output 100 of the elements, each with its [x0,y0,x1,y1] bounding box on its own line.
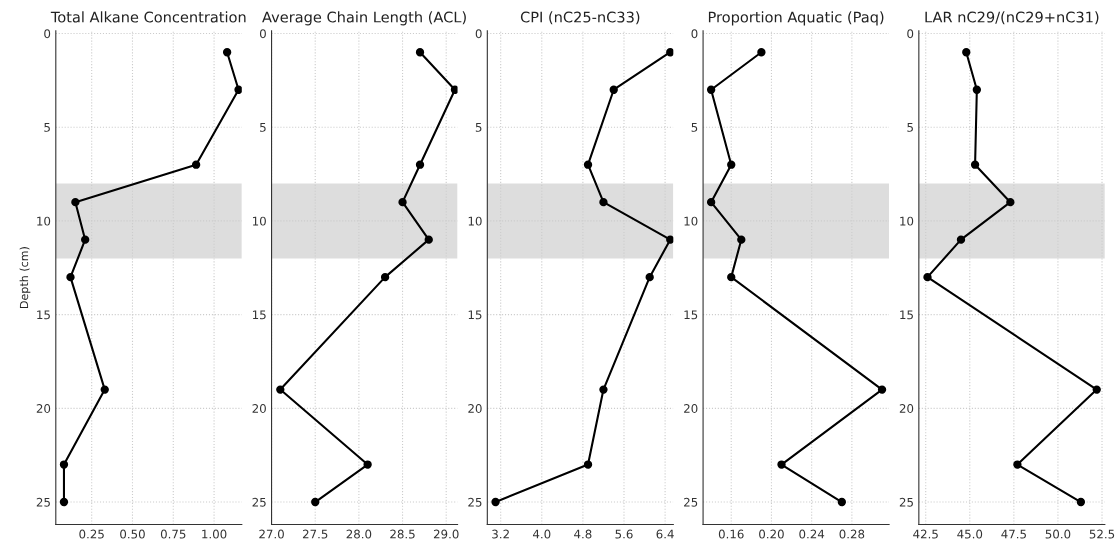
x-tick-label: 45.0 [957,529,983,539]
point [71,198,80,207]
point [837,497,846,507]
y-tick-label: 20 [252,404,266,413]
y-tick-label: 15 [684,310,698,320]
point [415,160,425,169]
y-tick-label: 5 [260,123,266,132]
point [424,235,433,244]
point [276,385,285,394]
y-tick-label: 10 [468,216,482,226]
point [737,235,746,244]
point [970,160,980,169]
y-tick-label: 25 [899,497,913,507]
y-tick-label: 20 [684,404,698,413]
point [59,460,69,469]
y-tick-label: 25 [468,497,482,507]
point [877,385,887,394]
point [398,198,407,207]
x-tick-label: 27.0 [259,529,284,539]
chart-title: Average Chain Length (ACL) [262,11,466,26]
x-tick-label: 0.25 [79,529,104,539]
y-tick-label: 5 [44,123,50,132]
x-tick-label: 27.5 [302,529,328,539]
x-tick-label: 47.5 [1001,529,1026,539]
point [66,272,75,282]
y-tick-label: 15 [252,310,266,320]
point [706,85,716,94]
point [583,160,593,169]
chart-title: Proportion Aquatic (Paq) [708,11,884,26]
point [706,198,716,207]
point [666,48,674,57]
point [1076,497,1086,507]
y-tick-label: 5 [907,123,913,132]
point [583,460,593,469]
point [956,235,966,244]
x-tick-label: 1.00 [202,529,227,539]
x-tick-label: 0.20 [759,529,784,539]
y-tick-label: 5 [475,123,482,132]
y-tick-label: 0 [691,29,698,39]
x-tick-label: 0.75 [160,529,186,539]
point [380,272,390,282]
point [962,48,971,57]
point [645,272,654,282]
point [415,48,425,57]
y-tick-label: 15 [37,310,50,320]
y-tick-label: 25 [684,497,698,507]
y-tick-label: 10 [37,216,51,226]
y-tick-label: 25 [252,497,266,507]
point [599,198,608,207]
y-tick-label: 0 [907,29,914,39]
chart-title: LAR nC29/(nC29+nC31) [925,11,1099,25]
x-tick-label: 0.50 [120,529,145,539]
point [100,385,109,394]
x-tick-label: 4.0 [532,529,551,539]
x-tick-label: 5.6 [615,529,633,539]
x-tick-label: 4.8 [574,529,592,539]
y-tick-label: 20 [899,404,914,413]
x-tick-label: 3.2 [492,529,509,539]
point [1006,198,1015,207]
point [59,497,69,507]
point [491,497,500,507]
point [972,85,982,94]
x-tick-label: 29.0 [433,529,459,539]
y-tick-label: 20 [468,404,482,413]
point [222,48,232,57]
point [1092,385,1101,394]
y-tick-label: 0 [259,29,266,39]
y-axis-title: Depth (cm) [19,247,31,308]
point [234,85,242,94]
chart-title: CPI (nC25-nC33) [520,11,640,25]
point [81,235,90,244]
x-tick-label: 0.24 [799,529,825,539]
y-tick-label: 5 [691,123,698,132]
point [609,85,618,94]
x-tick-label: 28.0 [346,529,372,539]
x-tick-label: 6.4 [656,529,674,539]
y-tick-label: 20 [36,404,51,413]
x-tick-label: 42.5 [913,529,938,539]
y-tick-label: 0 [475,29,482,39]
x-tick-label: 28.5 [390,529,415,539]
y-tick-label: 10 [900,216,914,226]
x-tick-label: 0.16 [718,529,744,539]
y-tick-label: 0 [44,29,51,39]
x-tick-label: 52.5 [1089,529,1115,539]
x-tick-label: 0.28 [839,529,865,539]
point [727,160,736,169]
point [450,85,458,94]
y-tick-label: 15 [468,310,482,320]
x-tick-label: 50.0 [1045,529,1071,539]
point [727,272,736,282]
chart-title: Total Alkane Concentration [50,11,246,23]
y-tick-label: 10 [252,216,266,226]
y-tick-label: 25 [36,497,50,507]
point [191,160,201,169]
y-tick-label: 10 [684,216,698,226]
point [311,497,320,507]
point [1013,460,1022,469]
y-tick-label: 15 [900,310,913,320]
point [599,385,608,394]
point [363,460,372,469]
